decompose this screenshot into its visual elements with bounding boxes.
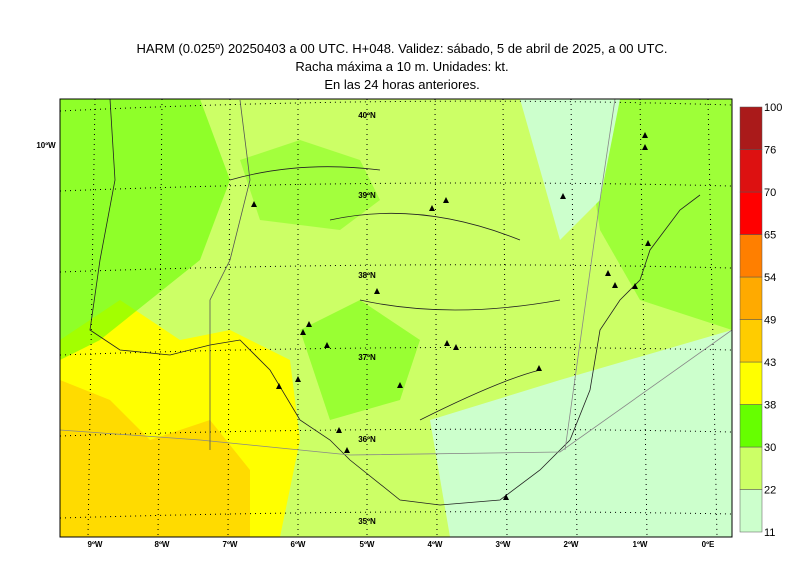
lat-label: 38ºN xyxy=(358,271,376,280)
colorbar: 11 22 30 38 43 49 54 65 70 76 100 xyxy=(739,102,782,539)
colorbar-label: 38 xyxy=(764,400,776,412)
lat-label: 36ºN xyxy=(358,435,376,444)
colorbar-label: 76 xyxy=(764,145,776,157)
field-green xyxy=(60,99,230,360)
lon-label: 7ºW xyxy=(223,540,238,549)
lon-label: 10ºW xyxy=(36,141,56,150)
graticule xyxy=(60,99,732,537)
colorbar-band xyxy=(739,489,763,533)
lat-label: 37ºN xyxy=(358,353,376,362)
lat-label: 40ºN xyxy=(358,111,376,120)
colorbar-label: 22 xyxy=(764,485,776,497)
lon-label: 6ºW xyxy=(291,540,306,549)
title-line: Racha máxima a 10 m. Unidades: kt. xyxy=(295,59,508,74)
lon-label: 8ºW xyxy=(155,540,170,549)
lon-label: 0ºE xyxy=(702,540,715,549)
lon-label: 2ºW xyxy=(564,540,579,549)
field-orange xyxy=(60,380,250,537)
title-line: HARM (0.025º) 20250403 a 00 UTC. H+048. … xyxy=(137,41,668,56)
colorbar-band xyxy=(739,319,763,363)
geo-labels: 40ºN 39ºN 38ºN 37ºN 36ºN 35ºN 9ºW 8ºW 7ºW 6ºW 5ºW 4… xyxy=(36,111,715,549)
colorbar-band xyxy=(739,404,763,448)
lon-label: 3ºW xyxy=(496,540,511,549)
lat-label: 39ºN xyxy=(358,191,376,200)
colorbar-band xyxy=(739,191,763,235)
colorbar-band xyxy=(739,276,763,320)
map-area xyxy=(59,98,733,538)
lon-label: 1ºW xyxy=(633,540,648,549)
field-pale xyxy=(520,99,620,240)
map-frame xyxy=(59,98,733,538)
title-line: En las 24 horas anteriores. xyxy=(324,77,479,92)
lat-label: 35ºN xyxy=(358,517,376,526)
colorbar-band xyxy=(739,149,763,193)
colorbar-band xyxy=(739,446,763,490)
colorbar-label: 11 xyxy=(764,527,775,539)
field-pale xyxy=(430,330,732,537)
colorbar-label: 54 xyxy=(764,272,776,284)
colorbar-band xyxy=(739,361,763,405)
field-green xyxy=(580,99,732,330)
colorbar-label: 65 xyxy=(764,230,776,242)
colorbar-label: 49 xyxy=(764,315,776,327)
colorbar-label: 30 xyxy=(764,442,776,454)
lon-label: 9ºW xyxy=(88,540,103,549)
colorbar-band xyxy=(739,106,763,150)
lon-label: 5ºW xyxy=(360,540,375,549)
colorbar-label: 70 xyxy=(764,187,776,199)
field-green xyxy=(300,300,420,420)
field-green xyxy=(240,140,380,230)
colorbar-label: 100 xyxy=(764,102,782,114)
coastline xyxy=(60,99,732,506)
lon-label: 4ºW xyxy=(428,540,443,549)
colorbar-label: 43 xyxy=(764,357,776,369)
colorbar-band xyxy=(739,234,763,278)
